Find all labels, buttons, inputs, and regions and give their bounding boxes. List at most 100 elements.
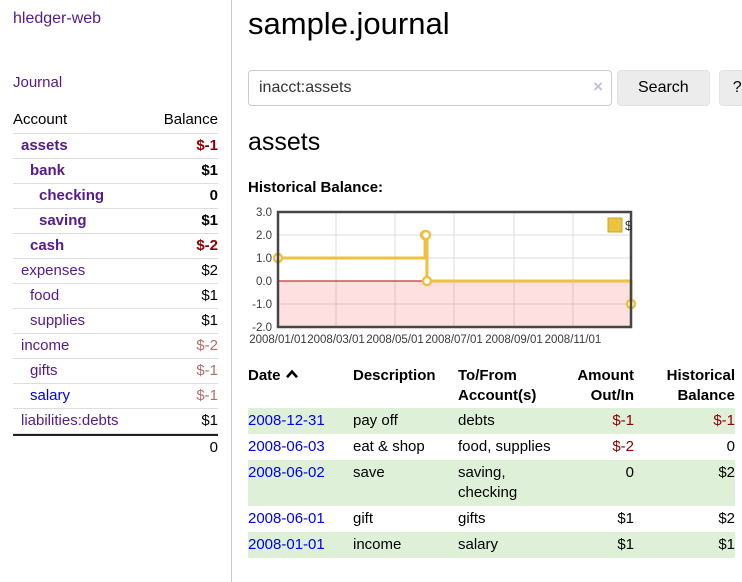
account-balance: 0	[148, 184, 218, 209]
svg-text:-2.0: -2.0	[252, 322, 272, 334]
svg-text:2008/03/01: 2008/03/01	[307, 334, 365, 346]
txn-balance-cell: $-1	[713, 412, 735, 429]
svg-text:0.0: 0.0	[256, 276, 272, 288]
account-link-cash[interactable]: cash	[30, 237, 65, 254]
transaction-row: 2008-06-03 eat & shop food, supplies $-2 0	[248, 434, 735, 460]
col-header-description: Description	[353, 367, 436, 384]
txn-accounts-cell: debts	[458, 412, 495, 429]
account-row: bank $1	[13, 159, 218, 184]
txn-date-cell: 2008-06-01	[248, 506, 345, 532]
txn-amount-cell: $1	[617, 536, 634, 553]
account-link-liabilities-debts[interactable]: liabilities:debts	[21, 412, 119, 429]
account-row: salary $-1	[13, 384, 218, 409]
account-row: expenses $2	[13, 259, 218, 284]
transaction-row: 2008-06-02 save saving, checking 0 $2	[248, 460, 735, 506]
account-link-assets[interactable]: assets	[21, 137, 68, 154]
txn-date-cell: 2008-12-31	[248, 408, 345, 434]
search-input[interactable]	[248, 70, 612, 106]
account-link-salary[interactable]: salary	[30, 387, 71, 404]
txn-date-link[interactable]: 2008-06-03	[248, 438, 325, 455]
account-link-food[interactable]: food	[30, 287, 60, 304]
txn-amount-cell: $-2	[612, 438, 634, 455]
search-form: × Search ?	[248, 70, 742, 106]
transaction-row: 2008-12-31 pay off debts $-1 $-1	[248, 408, 735, 434]
txn-description-cell: income	[353, 536, 402, 553]
account-link-bank[interactable]: bank	[30, 162, 66, 179]
txn-amount-cell: 0	[625, 464, 634, 481]
txn-accounts-cell: saving, checking	[458, 464, 518, 501]
txn-description-cell: pay off	[353, 412, 398, 429]
brand-link[interactable]: hledger-web	[13, 10, 102, 27]
account-balance: $-2	[148, 334, 218, 359]
accounts-total-spacer	[13, 434, 149, 460]
account-link-gifts[interactable]: gifts	[30, 362, 58, 379]
svg-text:2.0: 2.0	[256, 230, 272, 242]
account-balance: $-2	[148, 234, 218, 259]
account-balance: $-1	[148, 359, 218, 384]
account-balance: $1	[148, 209, 218, 234]
svg-text:2008/05/01: 2008/05/01	[366, 334, 424, 346]
txn-amount-cell: $1	[617, 510, 634, 527]
account-row: supplies $1	[13, 309, 218, 334]
svg-text:1.0: 1.0	[256, 253, 272, 265]
help-button[interactable]: ?	[718, 70, 742, 106]
nav-journal-link[interactable]: Journal	[13, 74, 63, 91]
txn-date-cell: 2008-06-03	[248, 434, 345, 460]
account-row: cash $-2	[13, 234, 218, 259]
account-link-saving[interactable]: saving	[39, 212, 87, 229]
txn-amount-cell: $-1	[612, 412, 634, 429]
txn-accounts-cell: gifts	[458, 510, 486, 527]
account-row: liabilities:debts $1	[13, 409, 218, 434]
col-header-accounts: To/From Account(s)	[458, 367, 537, 404]
account-row: saving $1	[13, 209, 218, 234]
txn-description-cell: gift	[353, 510, 374, 527]
clear-search-icon[interactable]: ×	[593, 77, 603, 96]
account-row: food $1	[13, 284, 218, 309]
txn-balance-cell: $1	[718, 536, 735, 553]
main-content: sample.journal × Search ? assets Histori…	[232, 0, 742, 582]
transactions-header-row: Date Description To/From Account(s) Amou…	[248, 364, 735, 408]
col-header-balance: Historical Balance	[666, 367, 735, 404]
accounts-table: Account Balance assets $-1 bank $1 checking 0…	[13, 107, 218, 460]
svg-text:-1.0: -1.0	[252, 299, 272, 311]
chart-title: Historical Balance:	[248, 179, 384, 196]
txn-date-link[interactable]: 2008-12-31	[248, 412, 325, 429]
txn-date-link[interactable]: 2008-06-02	[248, 464, 325, 481]
svg-text:2008/09/01: 2008/09/01	[485, 334, 543, 346]
col-header-date[interactable]: Date	[248, 364, 345, 408]
svg-text:2008/11/01: 2008/11/01	[545, 334, 602, 346]
svg-text:2008/07/01: 2008/07/01	[425, 334, 483, 346]
sort-ascending-icon	[285, 369, 298, 379]
txn-description-cell: eat & shop	[353, 438, 425, 455]
txn-balance-cell: $2	[718, 510, 735, 527]
account-link-income[interactable]: income	[21, 337, 70, 354]
accounts-header-row: Account Balance	[13, 107, 218, 134]
account-heading: assets	[248, 128, 321, 156]
account-balance: $1	[148, 409, 218, 434]
txn-balance-cell: 0	[726, 438, 735, 455]
account-link-checking[interactable]: checking	[39, 187, 105, 204]
txn-date-cell: 2008-01-01	[248, 532, 345, 558]
account-balance: $-1	[148, 134, 218, 159]
sidebar: hledger-web Journal Account Balance asse…	[0, 0, 232, 582]
accounts-total-row: 0	[13, 434, 218, 460]
account-link-expenses[interactable]: expenses	[21, 262, 86, 279]
txn-description-cell: save	[353, 464, 385, 481]
account-link-supplies[interactable]: supplies	[30, 312, 86, 329]
transaction-row: 2008-06-01 gift gifts $1 $2	[248, 506, 735, 532]
svg-text:2008/01/01: 2008/01/01	[249, 334, 307, 346]
txn-accounts-cell: food, supplies	[458, 438, 551, 455]
txn-date-cell: 2008-06-02	[248, 460, 345, 506]
svg-text:$: $	[625, 218, 633, 233]
transactions-table: Date Description To/From Account(s) Amou…	[248, 364, 735, 558]
txn-date-link[interactable]: 2008-01-01	[248, 536, 325, 553]
account-balance: $1	[148, 159, 218, 184]
transaction-row: 2008-01-01 income salary $1 $1	[248, 532, 735, 558]
txn-date-link[interactable]: 2008-06-01	[248, 510, 325, 527]
account-row: income $-2	[13, 334, 218, 359]
search-button[interactable]: Search	[617, 70, 710, 106]
txn-balance-cell: $2	[718, 464, 735, 481]
account-balance: $1	[148, 284, 218, 309]
accounts-header-account: Account	[13, 107, 149, 134]
